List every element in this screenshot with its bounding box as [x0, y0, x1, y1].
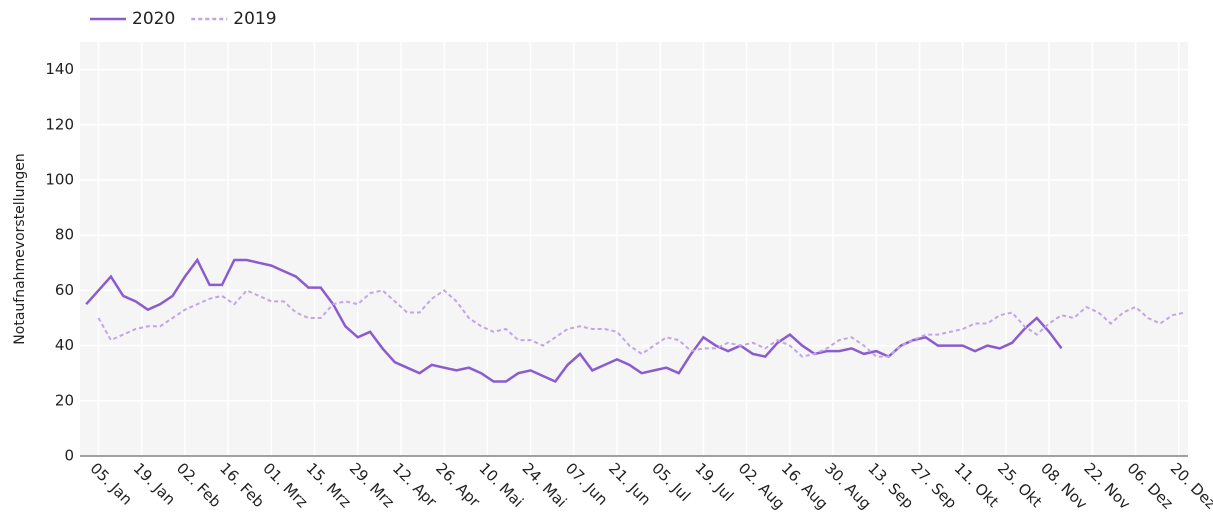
x-tick-label: 25. Okt — [994, 459, 1046, 511]
x-tick-label: 07. Jun — [562, 459, 612, 509]
x-tick-label: 15. Mrz — [303, 459, 355, 511]
y-axis-title: Notaufnahmevorstellungen — [12, 153, 28, 344]
x-tick-label: 11. Okt — [951, 459, 1003, 511]
x-tick-label: 08. Nov — [1037, 459, 1091, 513]
y-tick-label: 40 — [55, 336, 74, 354]
x-tick-label: 20. Dez — [1167, 459, 1213, 512]
legend-label: 2019 — [233, 9, 276, 29]
x-tick-label: 19. Jan — [130, 459, 179, 508]
data-line — [97, 289, 1186, 358]
x-tick-label: 05. Jan — [87, 459, 136, 508]
x-tick-label: 12. Apr — [389, 459, 441, 511]
plot-background — [80, 42, 1188, 456]
x-tick-label: 01. Mrz — [259, 459, 311, 511]
x-tick-label: 26. Apr — [432, 459, 484, 511]
x-tick-label: 27. Sep — [907, 459, 960, 512]
y-tick-label: 80 — [55, 226, 74, 244]
y-tick-label: 100 — [45, 171, 74, 189]
y-tick-label: 20 — [55, 391, 74, 409]
x-tick-label: 19. Jul — [691, 459, 737, 505]
y-tick-label: 140 — [45, 60, 74, 78]
x-tick-label: 16. Feb — [216, 459, 268, 511]
x-tick-label: 13. Sep — [864, 459, 917, 512]
x-tick-label: 24. Mai — [519, 459, 571, 511]
x-tick-label: 05. Jul — [648, 459, 694, 505]
y-tick-label: 120 — [45, 115, 74, 133]
x-tick-label: 02. Aug — [735, 459, 789, 513]
x-tick-label: 30. Aug — [821, 459, 875, 513]
x-tick-label: 29. Mrz — [346, 459, 398, 511]
x-tick-label: 06. Dez — [1124, 459, 1177, 512]
y-tick-label: 0 — [64, 447, 74, 465]
x-tick-label: 22. Nov — [1080, 459, 1134, 513]
x-tick-label: 21. Jun — [605, 459, 655, 509]
legend-label: 2020 — [132, 9, 175, 29]
x-tick-label: 10. Mai — [475, 459, 527, 511]
x-tick-label: 02. Feb — [173, 459, 225, 511]
x-tick-label: 16. Aug — [778, 459, 832, 513]
y-tick-label: 60 — [55, 281, 74, 299]
